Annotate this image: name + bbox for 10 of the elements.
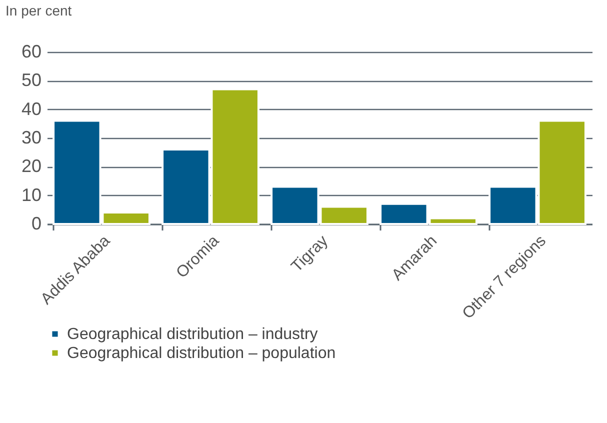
y-tick-label: 50 — [21, 70, 42, 90]
y-tick-label: 60 — [21, 42, 42, 62]
y-tick-label: 10 — [21, 184, 42, 205]
y-tick-label: 40 — [21, 98, 42, 119]
legend-label: Geographical distribution – population — [67, 345, 336, 362]
y-tick-label: 30 — [21, 128, 42, 148]
y-axis-title: In per cent — [6, 2, 72, 18]
y-tick-label: 0 — [31, 214, 42, 234]
y-tick-label: 20 — [21, 156, 42, 176]
legend-label: Geographical distribution – industry — [67, 326, 318, 343]
